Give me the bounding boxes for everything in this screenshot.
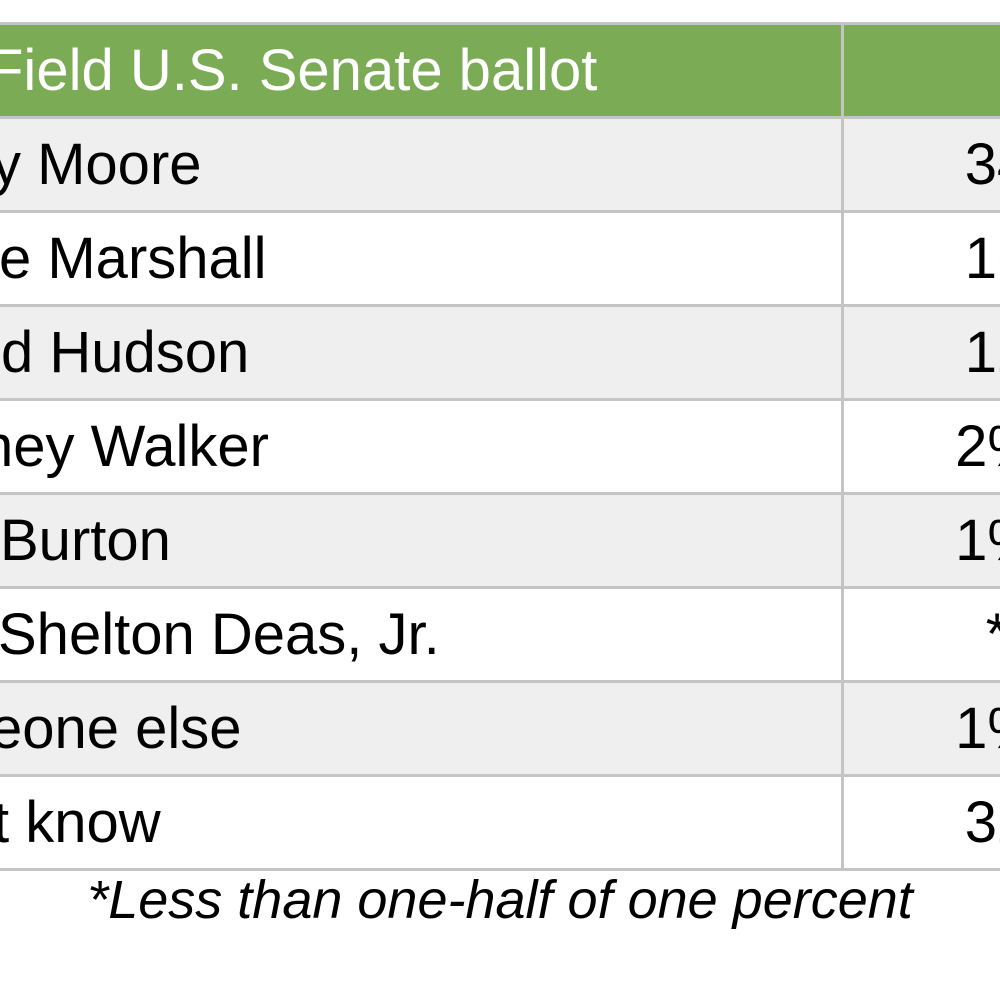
table-row: Burton 1%	[0, 492, 1000, 589]
table-row: d Hudson 12	[0, 304, 1000, 401]
candidate-name: t know	[0, 774, 844, 871]
candidate-share: 1%	[841, 492, 1000, 589]
value-column-header	[841, 22, 1000, 119]
candidate-share: 16	[841, 210, 1000, 307]
candidate-name: Shelton Deas, Jr.	[0, 586, 844, 683]
table-row: Shelton Deas, Jr. *	[0, 586, 1000, 683]
table-row: y Moore 34	[0, 116, 1000, 213]
footnote: *Less than one-half of one percent	[87, 870, 913, 930]
candidate-share: 34	[841, 116, 1000, 213]
candidate-name: eone else	[0, 680, 844, 777]
candidate-share: 1%	[841, 680, 1000, 777]
candidate-name: e Marshall	[0, 210, 844, 307]
candidate-share: 32	[841, 774, 1000, 871]
table-row: t know 32	[0, 774, 1000, 871]
table-title: Field U.S. Senate ballot	[0, 22, 844, 119]
candidate-name: ney Walker	[0, 398, 844, 495]
candidate-share: *	[841, 586, 1000, 683]
senate-ballot-table: Field U.S. Senate ballot y Moore 34 e Ma…	[0, 22, 1000, 871]
table-header-row: Field U.S. Senate ballot	[0, 22, 1000, 119]
candidate-name: Burton	[0, 492, 844, 589]
candidate-share: 12	[841, 304, 1000, 401]
table-row: eone else 1%	[0, 680, 1000, 777]
candidate-name: y Moore	[0, 116, 844, 213]
table-row: ney Walker 2%	[0, 398, 1000, 495]
candidate-name: d Hudson	[0, 304, 844, 401]
candidate-share: 2%	[841, 398, 1000, 495]
table-row: e Marshall 16	[0, 210, 1000, 307]
